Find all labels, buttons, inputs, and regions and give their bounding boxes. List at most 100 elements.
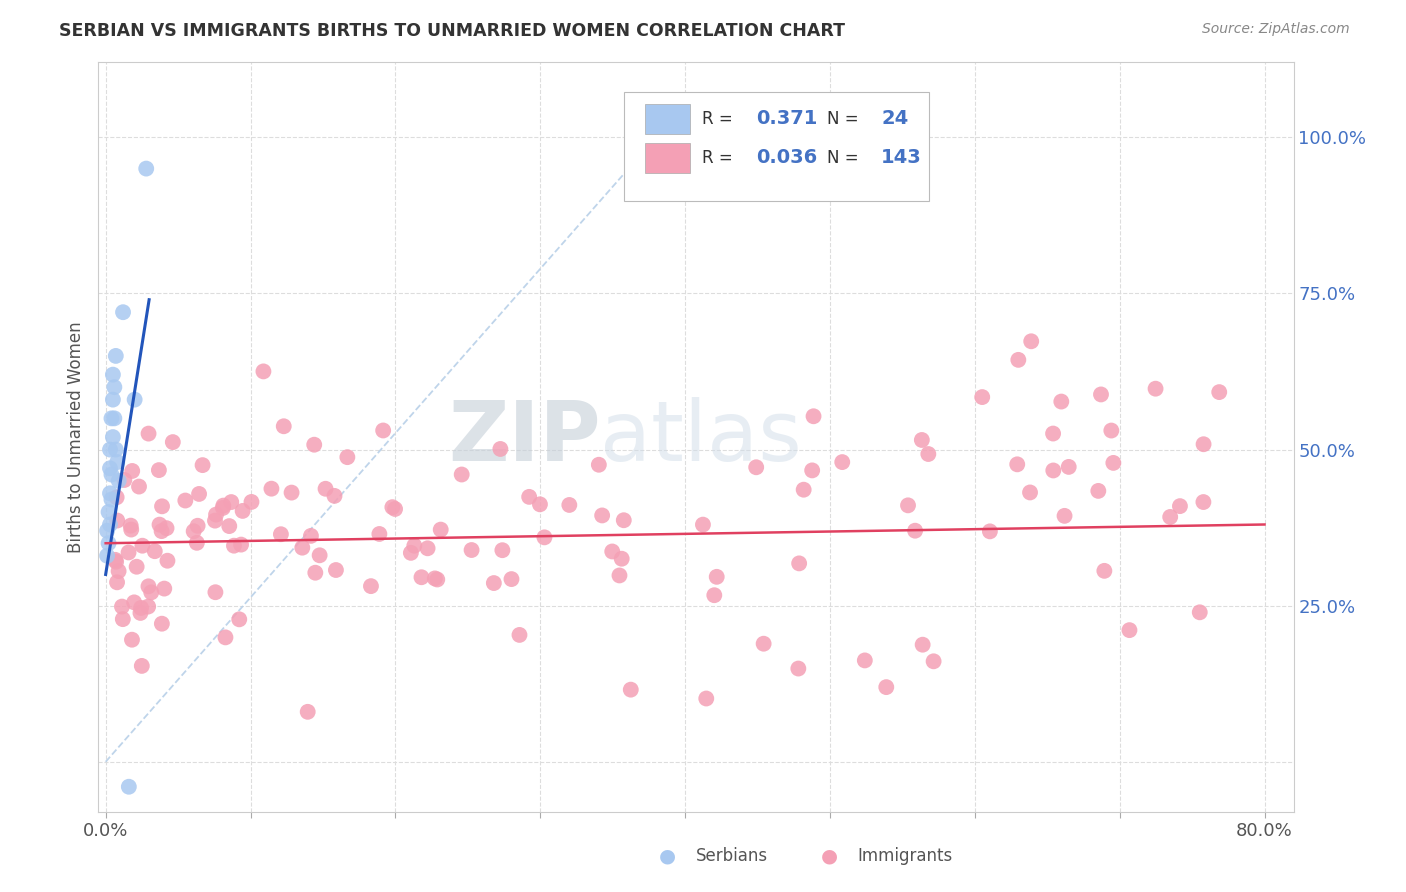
Bar [644, 103, 690, 134]
Point [148, 463, 170, 477]
FancyBboxPatch shape [624, 93, 929, 201]
Point [922, 654, 945, 668]
Text: ●: ● [821, 847, 838, 866]
Point [205, 508, 228, 522]
Point [591, 508, 613, 523]
Point [588, 458, 610, 472]
Point [228, 612, 250, 626]
Text: atlas: atlas [600, 397, 801, 477]
Point [131, 539, 153, 553]
Point [121, 632, 143, 647]
Bar [644, 143, 690, 172]
Point [222, 539, 245, 553]
Point [121, 464, 143, 478]
Point [104, 553, 127, 567]
Point [156, 554, 179, 568]
Point [138, 579, 160, 593]
Point [150, 500, 173, 514]
Point [517, 490, 540, 504]
Point [100, 467, 122, 482]
Text: Source: ZipAtlas.com: Source: ZipAtlas.com [1202, 22, 1350, 37]
Point [1188, 605, 1211, 619]
Point [112, 473, 135, 487]
Point [801, 463, 824, 477]
Point [204, 514, 226, 528]
Text: SERBIAN VS IMMIGRANTS BIRTHS TO UNMARRIED WOMEN CORRELATION CHART: SERBIAN VS IMMIGRANTS BIRTHS TO UNMARRIE… [59, 22, 845, 40]
Point [411, 570, 433, 584]
Point [117, 545, 139, 559]
Point [384, 502, 406, 516]
Point [104, 442, 127, 457]
Text: 143: 143 [882, 148, 922, 167]
Point [148, 517, 170, 532]
Point [270, 527, 292, 541]
Point [1118, 623, 1140, 637]
Point [613, 513, 636, 527]
Point [1042, 463, 1064, 477]
Point [183, 524, 205, 539]
Point [336, 450, 359, 465]
Point [875, 680, 897, 694]
Point [368, 527, 391, 541]
Point [273, 419, 295, 434]
Point [103, 411, 125, 425]
Point [98, 442, 121, 457]
Point [101, 392, 124, 407]
Point [429, 523, 451, 537]
Point [128, 479, 150, 493]
Text: R =: R = [702, 110, 738, 128]
Text: Immigrants: Immigrants [858, 847, 953, 865]
Point [1087, 483, 1109, 498]
Point [1102, 456, 1125, 470]
Point [98, 486, 121, 500]
Point [308, 549, 330, 563]
Point [491, 543, 513, 558]
Point [1092, 564, 1115, 578]
Point [917, 447, 939, 461]
Text: 0.036: 0.036 [756, 148, 817, 167]
Point [105, 514, 128, 528]
Point [831, 455, 853, 469]
Point [174, 493, 197, 508]
Point [600, 544, 623, 558]
Point [610, 551, 633, 566]
Point [212, 500, 235, 515]
Point [105, 575, 128, 590]
Point [325, 563, 347, 577]
Point [972, 390, 994, 404]
Point [98, 517, 121, 532]
Point [1192, 495, 1215, 509]
Point [450, 467, 472, 482]
Point [745, 460, 768, 475]
Point [695, 691, 717, 706]
Point [1144, 382, 1167, 396]
Point [112, 305, 135, 319]
Point [426, 573, 449, 587]
Point [304, 566, 326, 580]
Point [141, 585, 163, 599]
Point [787, 661, 810, 675]
Point [373, 424, 395, 438]
Point [302, 438, 325, 452]
Point [787, 557, 810, 571]
Point [381, 500, 404, 515]
Point [416, 541, 439, 556]
Point [297, 705, 319, 719]
Point [1168, 499, 1191, 513]
Point [111, 612, 134, 626]
Point [609, 568, 631, 582]
Point [1099, 424, 1122, 438]
Point [96, 524, 118, 538]
Point [1057, 459, 1080, 474]
Point [706, 570, 728, 584]
Point [101, 430, 124, 444]
Point [107, 564, 129, 578]
Point [191, 458, 214, 472]
Text: ZIP: ZIP [449, 397, 600, 477]
Point [1019, 485, 1042, 500]
Point [423, 571, 446, 585]
Point [1053, 508, 1076, 523]
Point [489, 442, 512, 456]
Point [100, 492, 122, 507]
Point [135, 161, 157, 176]
